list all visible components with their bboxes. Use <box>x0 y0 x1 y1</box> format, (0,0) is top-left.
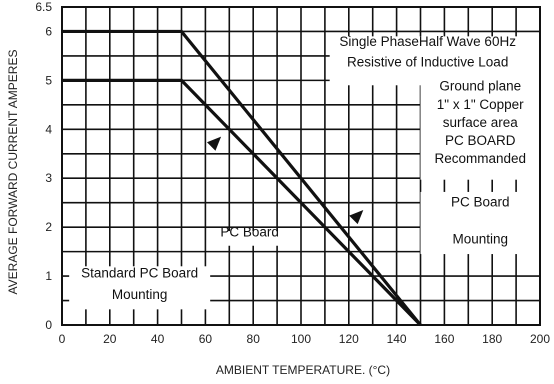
annotations: Single PhaseHalf Wave 60Hz Resistive of I… <box>81 34 526 302</box>
series-line-1 <box>62 78 422 327</box>
y-tick-label: 0 <box>45 318 52 332</box>
annotation-gp3: surface area <box>443 115 519 130</box>
y-tick-label: 4 <box>45 122 52 136</box>
plot-frame <box>61 6 541 326</box>
annotation-bg <box>69 266 211 310</box>
annotation-gp4: PC BOARD <box>445 133 516 148</box>
annotation-gp5: Recommanded <box>434 151 526 166</box>
x-tick-label: 180 <box>482 332 502 346</box>
annotation-bg <box>329 36 540 86</box>
annotation-bg <box>420 191 540 255</box>
x-tick-label: 160 <box>434 332 454 346</box>
series-line-2 <box>62 29 422 327</box>
annotation-title2: Resistive of Inductive Load <box>347 55 508 70</box>
annotation-std1: Standard PC Board <box>81 266 198 281</box>
annotation-bg <box>420 81 540 180</box>
y-tick-label: 2 <box>45 220 52 234</box>
y-tick-label: 6 <box>45 24 52 38</box>
x-tick-label: 40 <box>151 332 165 346</box>
x-tick-label: 20 <box>103 332 117 346</box>
x-tick-label: 120 <box>339 332 359 346</box>
annotation-pcb: PC Board <box>451 195 510 210</box>
y-tick-label: 1 <box>45 269 52 283</box>
y-tick-label: 6.5 <box>35 0 52 14</box>
annotation-backgrounds <box>69 36 540 310</box>
annotation-title1: Single PhaseHalf Wave 60Hz <box>339 34 516 49</box>
series-lines <box>62 29 422 327</box>
arrow-upper-curve <box>206 136 222 151</box>
annotation-gp2: 1" x 1" Copper <box>437 97 524 112</box>
y-tick-label: 3 <box>45 171 52 185</box>
x-axis-label: AMBIENT TEMPERATURE. (°C) <box>216 363 390 377</box>
x-tick-label: 100 <box>291 332 311 346</box>
y-tick-label: 5 <box>45 73 52 87</box>
annotation-bg <box>211 231 290 246</box>
x-tick-label: 200 <box>530 332 550 346</box>
x-tick-label: 80 <box>247 332 261 346</box>
x-tick-label: 0 <box>59 332 66 346</box>
x-tick-label: 140 <box>387 332 407 346</box>
annotation-pcb_mid: PC Board <box>220 224 279 239</box>
annotation-mount: Mounting <box>452 231 508 246</box>
annotation-gp1: Ground plane <box>439 79 521 94</box>
annotation-std2: Mounting <box>112 287 168 302</box>
y-axis-label: AVERAGE FORWARD CURRENT AMPERES <box>6 50 20 295</box>
arrow-lower-curve <box>349 209 364 225</box>
x-tick-label: 60 <box>199 332 213 346</box>
tick-labels: 0 20 40 60 80 100 120 140 160 180 200 0 1 2 3 4 5 6 6.5 <box>35 0 550 346</box>
